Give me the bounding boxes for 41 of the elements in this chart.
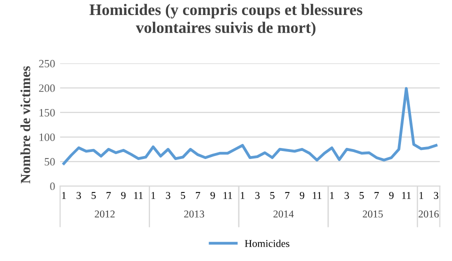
- y-tick-label: 50: [44, 158, 55, 166]
- x-tick-label: 7: [285, 192, 290, 199]
- x-tick-label: 3: [434, 192, 438, 199]
- line-series: [62, 87, 438, 165]
- x-tick-label: 11: [134, 192, 143, 199]
- x-tick-label: 3: [166, 192, 170, 199]
- x-tick-label: 7: [106, 192, 111, 199]
- x-tick-label: 1: [240, 192, 244, 199]
- x-tick-label: 1: [330, 192, 334, 199]
- x-tick-label: 5: [270, 192, 274, 199]
- x-tick-label: 5: [360, 192, 364, 199]
- y-tick-label: 250: [39, 60, 55, 68]
- x-tick-label: 11: [224, 192, 232, 199]
- y-tick-label: 150: [40, 108, 55, 116]
- text: 2016: [418, 210, 439, 218]
- x-tick-label: 3: [76, 192, 81, 199]
- text: 2012: [94, 210, 115, 218]
- chart-title: Homicides (y compris coups et blessures volontaires suivis de mort): [90, 4, 362, 36]
- y-tick-label: 100: [40, 133, 55, 141]
- x-tick-label: 7: [196, 192, 200, 199]
- x-tick-label: 7: [374, 192, 379, 199]
- x-tick-label: 1: [151, 192, 156, 199]
- x-tick-label: 1: [62, 192, 66, 199]
- x-tick-label: 9: [300, 192, 304, 199]
- x-tick-label: 3: [344, 192, 349, 199]
- x-tick-label: 5: [92, 192, 96, 199]
- x-tick-label: 11: [402, 192, 411, 199]
- x-tick-label: 1: [419, 192, 424, 199]
- legend-label: Homicides: [244, 240, 290, 248]
- text: 2014: [274, 210, 294, 218]
- x-tick-label: 11: [312, 192, 322, 199]
- x-tick-label: 9: [389, 192, 394, 199]
- y-tick-label: 0: [50, 182, 55, 190]
- x-tick-label: 5: [180, 192, 186, 199]
- x-tick-label: 9: [121, 192, 126, 199]
- x-tick-label: 9: [210, 192, 215, 199]
- x-tick-label: 3: [255, 192, 260, 199]
- y-axis-title: Nombre de victimes: [20, 66, 30, 184]
- y-tick-label: 200: [39, 84, 55, 92]
- text: 2013: [184, 210, 204, 218]
- text: 2015: [362, 210, 383, 218]
